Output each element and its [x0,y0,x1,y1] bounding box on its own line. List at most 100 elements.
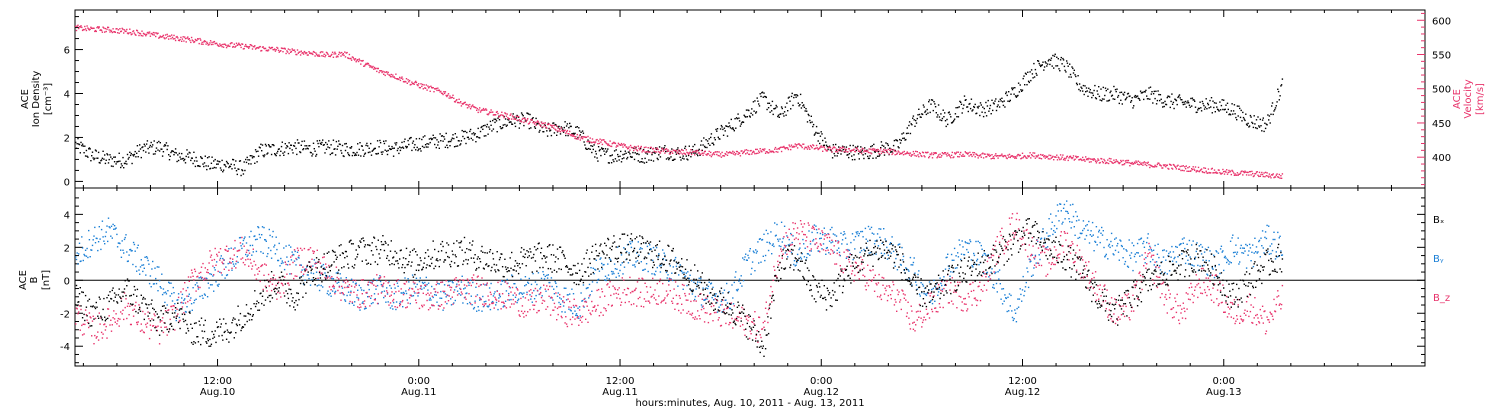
solar-wind-velocity-point [688,152,690,154]
by-component-point [1059,203,1062,205]
ion-density-point [887,144,889,147]
by-component-point [953,247,956,250]
solar-wind-velocity-point [1117,162,1120,164]
ion-density-point [1241,120,1243,122]
solar-wind-velocity-point [349,57,351,60]
ion-density-point [751,114,754,116]
by-component-point [1206,273,1208,275]
ion-density-point [1234,113,1236,115]
by-component-point [322,263,325,266]
by-component-point [1110,240,1112,243]
by-component-point [569,293,571,295]
by-component-point [1175,245,1177,248]
ion-density-point [340,149,342,152]
data-points [75,24,1284,357]
solar-wind-velocity-point [1216,172,1219,174]
by-component-point [1139,255,1141,257]
ion-density-point [871,145,873,147]
by-component-point [916,288,918,290]
by-component-point [642,269,644,271]
by-component-point [1187,263,1190,265]
solar-wind-velocity-point [1165,166,1167,168]
by-component-point [296,258,298,261]
by-component-point [579,315,581,317]
solar-wind-velocity-point [1081,159,1083,162]
by-component-point [1115,237,1117,239]
by-component-point [269,234,271,237]
ion-density-point [1120,91,1123,93]
ion-density-point [541,126,543,129]
solar-wind-velocity-point [199,37,201,40]
ion-density-point [751,108,753,110]
by-component-point [1255,251,1257,253]
by-component-point [890,252,892,254]
solar-wind-velocity-point [1258,171,1261,174]
by-component-point [628,252,630,254]
ion-density-point [232,159,235,161]
by-component-point [148,282,151,285]
by-component-point [888,249,890,251]
solar-wind-velocity-point [830,149,832,151]
ion-density-point [837,152,839,154]
solar-wind-velocity-point [259,45,261,48]
by-component-point [806,253,809,255]
solar-wind-velocity-point [1166,164,1168,166]
by-component-point [109,227,111,229]
ion-density-point [203,165,205,168]
ion-density-point [283,151,286,153]
by-component-point [1094,240,1096,243]
ion-density-point [757,100,759,102]
ion-density-point [1069,73,1072,76]
solar-wind-velocity-point [190,36,193,39]
ion-density-point [694,152,697,154]
ion-density-point [750,112,752,114]
by-component-point [408,287,411,289]
by-component-point [262,252,264,254]
by-component-point [859,251,861,254]
by-component-point [460,294,462,296]
ion-density-point [766,108,768,111]
by-component-point [959,244,961,246]
solar-wind-velocity-point [296,49,299,51]
solar-wind-velocity-point [1017,153,1020,156]
by-component-point [834,234,836,236]
solar-wind-velocity-point [553,127,555,129]
solar-wind-velocity-point [907,152,909,155]
by-component-point [1048,218,1050,220]
by-component-point [216,284,219,286]
solar-wind-velocity-point [322,55,325,57]
by-component-point [1017,306,1020,308]
ion-density-point [1093,89,1095,92]
by-component-point [1255,246,1258,248]
solar-wind-velocity-point [821,146,823,148]
ion-density-point [1104,94,1106,97]
solar-wind-velocity-point [559,128,561,131]
by-component-point [706,298,708,300]
ion-density-point [134,150,136,153]
ion-density-point [806,121,809,123]
solar-wind-velocity-point [643,146,646,149]
ion-density-point [792,104,794,107]
ion-density-point [213,160,215,162]
ion-density-point [390,148,392,150]
ion-density-point [585,148,588,150]
ion-density-point [94,157,96,160]
ion-density-point [269,146,271,148]
by-component-point [934,286,937,289]
ion-density-point [354,154,356,157]
by-component-point [386,287,388,289]
solar-wind-velocity-point [1046,156,1048,158]
solar-wind-velocity-point [1231,169,1233,172]
ion-density-point [755,112,757,114]
ion-density-point [1188,104,1191,106]
ion-density-point [144,145,146,147]
ion-density-point [648,159,650,161]
solar-wind-velocity-point [794,143,796,145]
solar-wind-velocity-point [344,51,346,53]
ion-density-point [368,147,370,149]
by-component-point [767,232,769,235]
solar-wind-velocity-point [402,78,404,80]
ion-density-point [380,151,383,153]
ion-density-point [284,143,286,145]
by-component-point [554,281,556,283]
